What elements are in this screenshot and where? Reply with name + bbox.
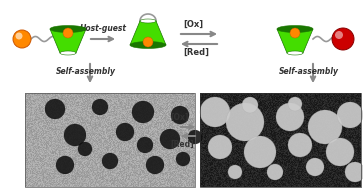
Circle shape xyxy=(92,99,108,115)
Circle shape xyxy=(308,110,342,144)
Circle shape xyxy=(267,164,283,180)
Text: [Red]: [Red] xyxy=(183,48,209,57)
Circle shape xyxy=(226,103,264,141)
Circle shape xyxy=(242,97,258,113)
Text: Self-assembly: Self-assembly xyxy=(56,67,116,77)
Ellipse shape xyxy=(50,26,86,33)
Circle shape xyxy=(332,28,354,50)
Text: [Red]: [Red] xyxy=(170,140,193,149)
Circle shape xyxy=(64,124,86,146)
Polygon shape xyxy=(50,29,86,53)
Ellipse shape xyxy=(130,42,166,49)
Circle shape xyxy=(171,106,189,124)
Polygon shape xyxy=(130,21,166,45)
Circle shape xyxy=(188,130,202,144)
Circle shape xyxy=(276,103,304,131)
Text: [Ox]: [Ox] xyxy=(170,113,188,122)
Circle shape xyxy=(146,156,164,174)
Circle shape xyxy=(63,28,73,38)
Circle shape xyxy=(290,28,300,38)
Bar xyxy=(25,93,195,187)
Circle shape xyxy=(337,102,363,128)
Circle shape xyxy=(288,97,302,111)
Circle shape xyxy=(244,136,276,168)
Circle shape xyxy=(288,133,312,157)
Ellipse shape xyxy=(60,51,76,55)
Text: Self-assembly: Self-assembly xyxy=(279,67,339,77)
Circle shape xyxy=(335,31,343,39)
Ellipse shape xyxy=(287,51,303,55)
Ellipse shape xyxy=(277,26,313,33)
Circle shape xyxy=(102,153,118,169)
Circle shape xyxy=(78,142,92,156)
Circle shape xyxy=(228,165,242,179)
Text: [Ox]: [Ox] xyxy=(183,20,203,29)
Circle shape xyxy=(176,152,190,166)
Circle shape xyxy=(143,37,153,47)
Circle shape xyxy=(56,156,74,174)
Circle shape xyxy=(132,101,154,123)
Circle shape xyxy=(16,33,23,40)
Text: Host-guest: Host-guest xyxy=(79,24,126,33)
Circle shape xyxy=(13,30,31,48)
Circle shape xyxy=(116,123,134,141)
Circle shape xyxy=(200,97,230,127)
Circle shape xyxy=(160,129,180,149)
Circle shape xyxy=(306,158,324,176)
Bar xyxy=(200,93,361,187)
Circle shape xyxy=(326,138,354,166)
Circle shape xyxy=(208,135,232,159)
Circle shape xyxy=(137,137,153,153)
Polygon shape xyxy=(277,29,313,53)
Circle shape xyxy=(45,99,65,119)
Ellipse shape xyxy=(140,19,156,23)
Circle shape xyxy=(345,162,363,182)
